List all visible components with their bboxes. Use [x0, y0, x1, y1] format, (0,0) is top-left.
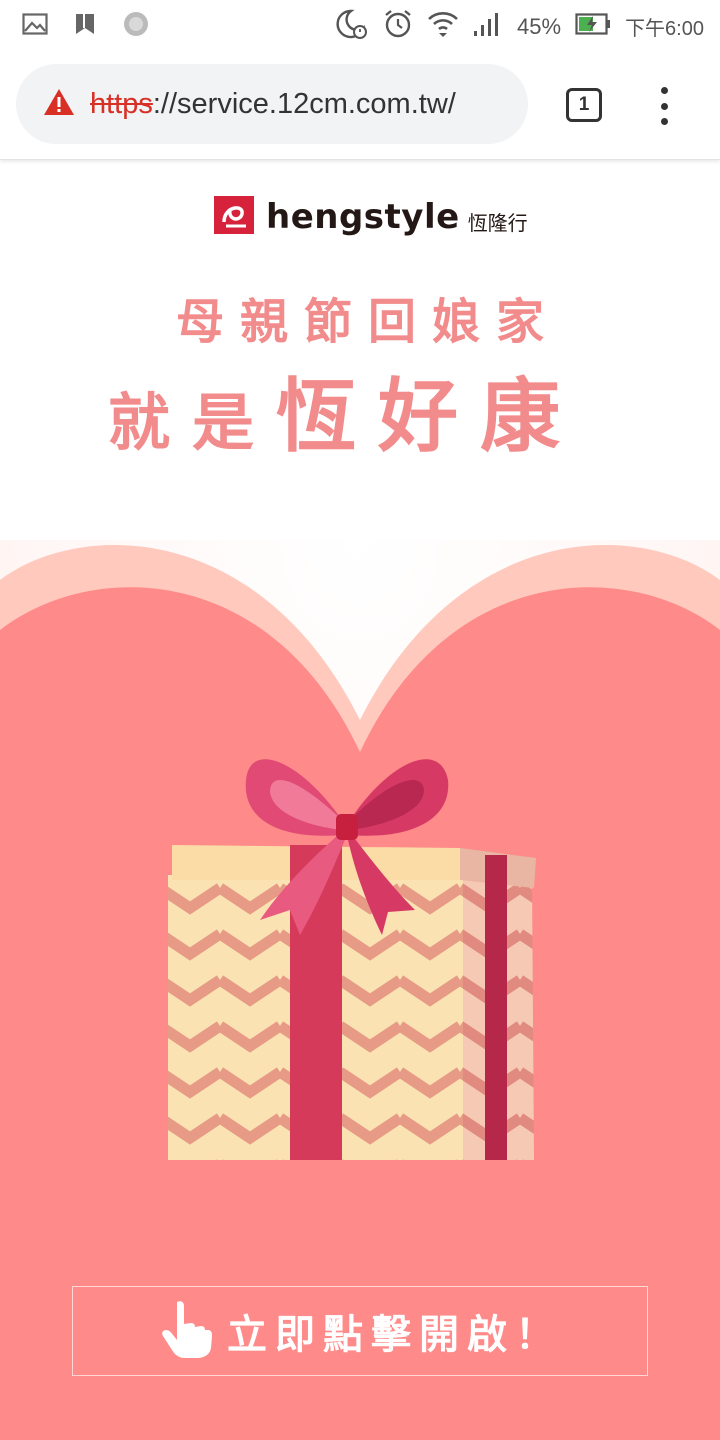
gift-box-illustration[interactable] — [160, 740, 550, 1170]
pointing-hand-icon — [157, 1298, 213, 1364]
warning-icon[interactable] — [42, 87, 76, 121]
headline-promo-small: 就是 — [108, 386, 277, 459]
headline-promo-big: 恆好康 — [276, 370, 583, 463]
brand-logo: hengstyle 恆隆行 — [214, 196, 528, 238]
headline-promo: 就是恆好康 — [108, 352, 582, 468]
url-text[interactable]: https://service.12cm.com.tw/ — [90, 88, 456, 121]
gallery-icon — [22, 13, 48, 39]
battery-percent: 45% — [517, 13, 562, 39]
tab-switcher-button[interactable]: 1 — [566, 88, 602, 122]
moon-alarm-icon — [335, 8, 369, 45]
signal-icon — [473, 11, 503, 42]
address-bar[interactable]: https://service.12cm.com.tw/ — [16, 64, 528, 144]
status-bar: 45% 下午6:00 — [0, 0, 720, 50]
more-vert-icon[interactable] — [650, 84, 678, 128]
headline-mothers-day: 母親節回娘家 — [175, 294, 560, 350]
browser-toolbar: https://service.12cm.com.tw/ 1 — [0, 50, 720, 160]
url-host: ://service.12cm.com.tw/ — [152, 87, 456, 120]
open-gift-label: 立即點擊開啟！ — [227, 1312, 563, 1358]
url-scheme: https — [90, 87, 153, 120]
bookmark-icon — [74, 12, 96, 40]
logo-wordmark: hengstyle — [266, 197, 460, 237]
open-gift-button[interactable]: 立即點擊開啟！ — [72, 1286, 648, 1376]
status-time: 下午6:00 — [625, 18, 704, 40]
hengstyle-logo-icon — [214, 196, 254, 238]
battery-charging-icon — [575, 13, 611, 40]
wifi-icon — [427, 9, 459, 44]
logo-chinese: 恆隆行 — [467, 210, 528, 235]
sync-icon — [122, 10, 150, 42]
alarm-icon — [383, 9, 413, 44]
